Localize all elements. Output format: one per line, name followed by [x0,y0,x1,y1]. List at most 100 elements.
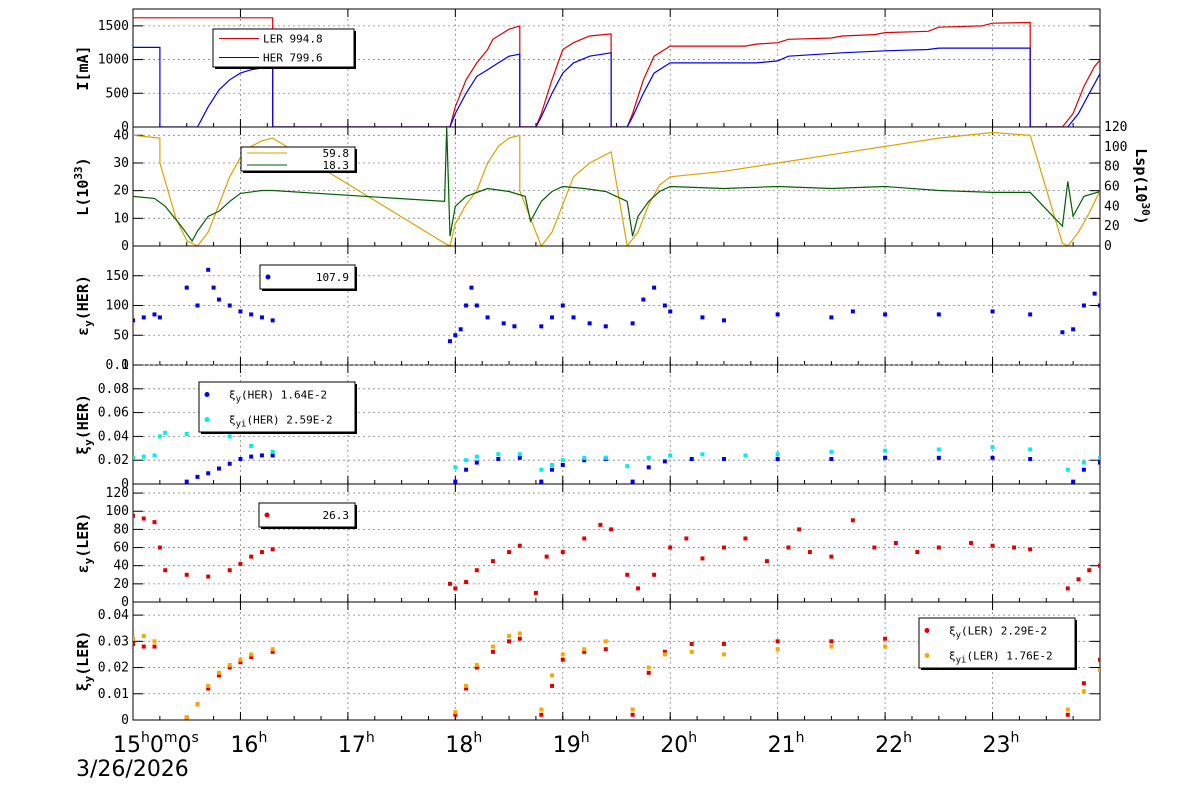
data-point [1081,460,1086,465]
data-point [775,639,780,644]
data-point [133,513,135,518]
y2-axis-label: Lsp(1030) [1132,148,1152,224]
data-point [743,536,748,541]
data-point [829,315,834,320]
y-tick-label: 150 [106,269,129,284]
data-point [141,634,146,639]
data-point [238,660,243,665]
data-point [216,670,221,675]
data-point [1098,460,1100,465]
data-point [216,466,221,471]
data-point [464,467,469,472]
y-tick-label: 0.1 [106,358,129,373]
x-tick-label: 15h0m0s [113,730,199,758]
data-point [936,447,941,452]
data-point [550,315,555,320]
y-tick-label: 30 [113,156,129,171]
data-point [582,455,587,460]
data-point [195,474,200,479]
legend-label: ξyi(LER) 1.76E-2 [949,650,1053,666]
data-point [496,452,501,457]
data-point [195,702,200,707]
data-point [163,568,168,573]
y-tick-label: 50 [113,328,129,343]
data-point [1028,312,1033,317]
series-group [133,428,1100,484]
y-tick-label: 40 [113,559,129,574]
series-group [133,631,1100,720]
data-point [550,462,555,467]
data-point [474,454,479,459]
data-point [560,657,565,662]
data-point [883,636,888,641]
data-point [1092,291,1097,296]
data-point [133,455,135,460]
data-point [133,318,135,323]
data-point [850,518,855,523]
data-point [453,479,458,484]
data-point [249,454,254,459]
legend-label: ξy(LER) 2.29E-2 [949,625,1047,641]
legend-ey_her: 107.9 [259,264,357,291]
data-point [184,715,189,720]
series-points-xiy_ler [133,636,1100,720]
data-point [625,572,630,577]
data-point [141,454,146,459]
data-point [797,527,802,532]
data-point [474,568,479,573]
data-point [474,662,479,667]
data-point [1098,303,1100,308]
data-point [539,324,544,329]
data-point [249,652,254,657]
data-point [474,665,479,670]
legend-label: HER 799.6 [263,52,323,65]
data-point [544,554,549,559]
data-point [496,457,501,462]
y-axis-label: L(1033) [72,157,92,215]
data-point [1071,327,1076,332]
data-point [238,657,243,662]
data-point [603,324,608,329]
data-point [582,458,587,463]
data-point [227,662,232,667]
data-point [184,479,189,484]
data-point [507,550,512,555]
data-point [915,550,920,555]
data-point [453,710,458,715]
legend-current: LER 994.8 HER 799.6 [212,28,356,69]
data-point [227,461,232,466]
data-point [936,312,941,317]
y2-tick-label: 80 [1104,160,1120,175]
panel-xiy_her: 0 0.02 0.04 0.06 0.08 0.1 ξy(HER) ξy(HER) 1.64E… [74,358,1101,492]
x-tick-label: 21h [768,730,805,758]
data-point [662,649,667,654]
data-point [517,452,522,457]
legend-box [258,502,356,528]
data-point [560,458,565,463]
data-point [447,581,452,586]
data-point [775,452,780,457]
panel-luminosity: 010203040020406080100120Lsp(1030)L(1033)… [72,120,1152,254]
y-tick-label: 120 [106,486,129,501]
data-point [157,545,162,550]
y-tick-label: 0.01 [98,687,129,702]
data-point [829,644,834,649]
y-tick-label: 0.03 [98,634,129,649]
series-points-xiy_her [184,453,1100,484]
data-point [141,516,146,521]
data-point [539,712,544,717]
data-point [270,453,275,458]
data-point [689,641,694,646]
y-tick-label: 100 [106,299,129,314]
data-point [829,449,834,454]
legend-box [198,381,356,433]
legend-box [259,264,356,290]
legend-xiy_her: ξy(HER) 1.64E-2 ξyi(HER) 2.59E-2 [198,381,357,434]
data-point [464,458,469,463]
data-point [990,543,995,548]
series-group [133,127,1100,246]
y-tick-label: 0 [121,120,129,135]
panel-ey_her: 0 50 100 150 εy(HER) 107.9 [74,245,1101,373]
data-point [517,631,522,636]
